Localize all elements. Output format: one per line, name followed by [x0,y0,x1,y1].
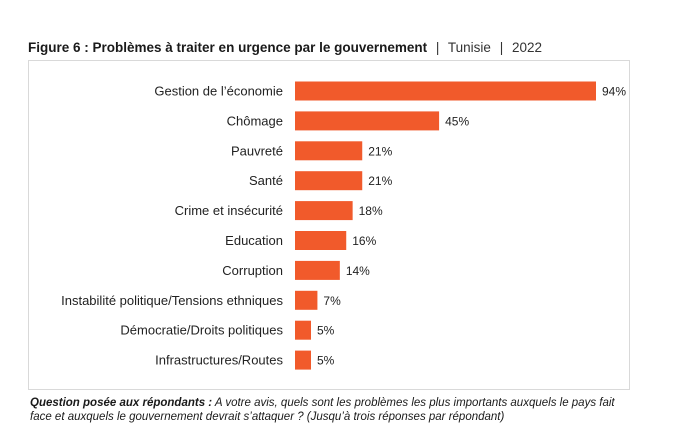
bar [295,290,318,310]
bar [295,320,312,340]
bar [295,171,363,191]
value-label: 21% [368,144,392,158]
category-label: Chômage [227,113,283,128]
bar [295,231,347,250]
bar [295,350,312,370]
bar [295,260,340,280]
value-label: 5% [317,324,335,338]
value-label: 5% [317,354,335,368]
value-label: 94% [602,85,626,99]
footnote-label: Question posée aux répondants : [30,397,213,409]
category-label: Pauvreté [231,143,283,158]
category-label: Instabilité politique/Tensions ethniques [61,293,283,308]
value-label: 14% [346,264,370,278]
title-year: 2022 [512,40,543,55]
figure-title-main: Figure 6 : Problèmes à traiter en urgenc… [28,40,428,55]
bar [295,111,440,131]
value-label: 45% [445,114,469,128]
category-label: Crime et insécurité [175,203,283,218]
figure-title: Figure 6 : Problèmes à traiter en urgenc… [28,40,542,55]
category-label: Corruption [222,263,283,278]
category-label: Education [225,233,283,248]
value-label: 21% [368,174,392,188]
category-label: Infrastructures/Routes [155,353,283,368]
category-label: Démocratie/Droits politiques [120,323,283,338]
category-label: Santé [249,173,283,188]
chart-frame [28,60,630,390]
title-country: Tunisie [447,40,491,55]
value-label: 7% [323,294,341,308]
bar [295,201,353,221]
title-separator: | [435,40,440,55]
bar [295,81,596,101]
title-separator-2: | [499,40,504,55]
category-label: Gestion de l’économie [154,84,283,99]
value-label: 18% [359,204,383,218]
value-label: 16% [352,234,376,248]
bar [295,141,363,161]
footnote-text: A votre avis, quels sont les problèmes l… [30,397,615,423]
survey-question-note: Question posée aux répondants : A votre … [30,396,630,424]
